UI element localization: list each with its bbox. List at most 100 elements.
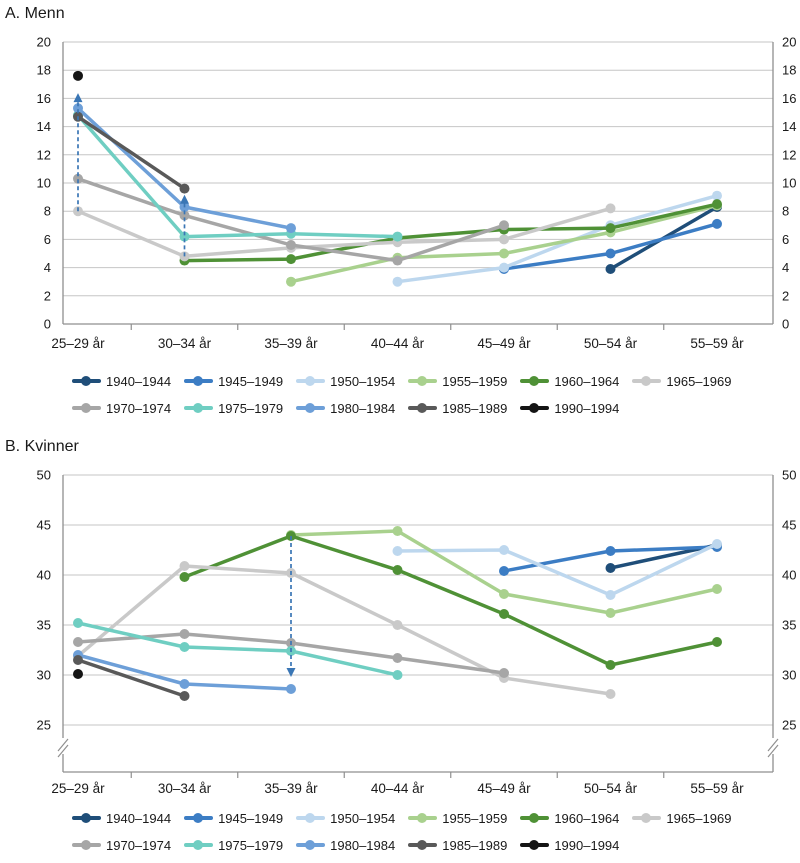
legend-label: 1950–1954 [330, 373, 396, 389]
data-point [712, 190, 722, 201]
change-arrow [286, 536, 296, 677]
legend-item-1965–1969: 1965–1969 [632, 374, 731, 389]
legend-item-1960–1964: 1960–1964 [520, 374, 619, 389]
svg-text:18: 18 [37, 63, 51, 78]
svg-text:35: 35 [782, 618, 796, 633]
data-point [605, 248, 616, 259]
legend-item-1945–1949: 1945–1949 [184, 374, 283, 389]
legend-label: 1940–1944 [106, 810, 172, 826]
data-point [73, 173, 83, 184]
data-point [392, 620, 403, 630]
data-point [712, 199, 722, 210]
data-point [605, 203, 616, 214]
legend-item-1980–1984: 1980–1984 [296, 838, 395, 853]
legend-item-1990–1994: 1990–1994 [520, 838, 619, 853]
legend-swatch [184, 376, 214, 386]
legend-label: 1965–1969 [666, 373, 732, 389]
legend-swatch [296, 840, 326, 850]
legend-swatch [520, 813, 550, 823]
legend-item-1975–1979: 1975–1979 [184, 838, 283, 853]
legend-item-1960–1964: 1960–1964 [520, 811, 619, 826]
svg-text:40: 40 [37, 568, 51, 583]
series-1980–1984 [73, 650, 296, 694]
series-1975–1979 [73, 618, 403, 680]
svg-text:50: 50 [37, 468, 51, 483]
svg-text:4: 4 [782, 260, 789, 275]
legend-label: 1980–1984 [330, 837, 396, 853]
axis-break-mark [767, 744, 779, 758]
data-point [179, 183, 190, 194]
series-1990–1994 [73, 669, 83, 679]
svg-text:35–39 år: 35–39 år [264, 336, 318, 351]
legend-label: 1940–1944 [106, 373, 172, 389]
data-point [605, 608, 616, 618]
data-point [392, 670, 403, 680]
svg-text:30–34 år: 30–34 år [158, 781, 212, 796]
svg-text:45: 45 [782, 518, 796, 533]
legend-item-1940–1944: 1940–1944 [72, 374, 171, 389]
svg-text:16: 16 [37, 91, 51, 106]
svg-text:2: 2 [44, 288, 51, 303]
data-point [605, 264, 616, 275]
data-point [605, 546, 616, 556]
svg-text:50–54 år: 50–54 år [584, 781, 638, 796]
svg-text:30: 30 [37, 668, 51, 683]
legend-swatch [632, 813, 662, 823]
svg-text:50: 50 [782, 468, 796, 483]
series-1950–1954 [392, 539, 722, 600]
series-1990–1994 [73, 70, 83, 81]
legend-label: 1960–1964 [554, 373, 620, 389]
data-point [499, 220, 509, 231]
data-point [392, 255, 403, 266]
x-axis-labels: 25–29 år 30–34 år 35–39 år 40–44 år 45–49 år… [51, 336, 744, 351]
legend-label: 1955–1959 [442, 810, 508, 826]
legend-item-1990–1994: 1990–1994 [520, 401, 619, 416]
svg-text:40–44 år: 40–44 år [371, 336, 425, 351]
legend-swatch [184, 840, 214, 850]
data-point [392, 565, 403, 575]
axis-break-mark [767, 738, 779, 752]
legend-item-1980–1984: 1980–1984 [296, 401, 395, 416]
svg-text:10: 10 [782, 176, 796, 191]
legend-swatch [520, 840, 550, 850]
svg-text:45–49 år: 45–49 år [477, 781, 531, 796]
data-point [286, 276, 296, 287]
legend-label: 1990–1994 [554, 837, 620, 853]
data-point [179, 642, 190, 652]
legend-row: 1970–1974 1975–1979 1980–1984 1985–1989 1990… [63, 835, 775, 855]
legend-row: 1940–1944 1945–1949 1950–1954 1955–1959 1960… [63, 808, 775, 828]
data-point [286, 254, 296, 265]
data-point [499, 234, 509, 245]
svg-text:12: 12 [782, 147, 796, 162]
legend-row: 1940–1944 1945–1949 1950–1954 1955–1959 1960… [63, 371, 775, 391]
data-point [179, 629, 190, 639]
legend-swatch [408, 813, 438, 823]
data-point [499, 262, 509, 273]
svg-text:2: 2 [782, 288, 789, 303]
data-point [73, 618, 83, 628]
svg-text:18: 18 [782, 63, 796, 78]
data-point [286, 240, 296, 251]
data-point [73, 669, 83, 679]
y-axis-labels: 0 0 2 2 4 4 6 6 8 8 10 10 12 12 14 14 16 16 18 18 20 20 [37, 35, 797, 332]
svg-text:40: 40 [782, 568, 796, 583]
svg-text:10: 10 [37, 176, 51, 191]
legend-label: 1970–1974 [106, 837, 172, 853]
svg-text:25–29 år: 25–29 år [51, 336, 105, 351]
legend-swatch [72, 376, 101, 386]
svg-text:30–34 år: 30–34 år [158, 336, 212, 351]
data-point [499, 668, 509, 678]
menn-legend: 1940–1944 1945–1949 1950–1954 1955–1959 1960… [63, 371, 775, 418]
data-point [73, 103, 83, 114]
data-point [179, 561, 190, 571]
gridlines [63, 41, 773, 325]
data-point [712, 539, 722, 549]
series-1985–1989 [73, 111, 190, 194]
data-point [605, 660, 616, 670]
svg-text:45–49 år: 45–49 år [477, 336, 531, 351]
legend-item-1970–1974: 1970–1974 [72, 838, 171, 853]
legend-swatch [408, 376, 438, 386]
data-point [73, 655, 83, 665]
legend-item-1955–1959: 1955–1959 [408, 811, 507, 826]
